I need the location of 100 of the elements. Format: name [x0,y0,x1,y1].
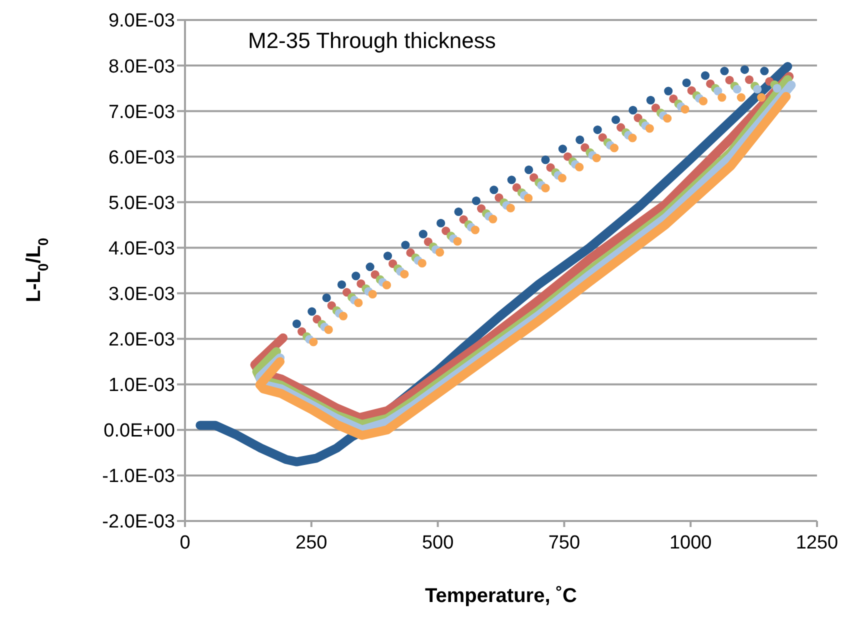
point [342,288,352,297]
point [327,301,336,310]
point [718,93,726,102]
point [382,280,392,290]
point [436,218,446,228]
point [356,279,366,288]
point [680,104,690,114]
point [388,259,398,268]
point [490,186,498,194]
y-tick-label: 3.0E-03 [108,284,175,306]
y-tick-label: 2.0E-03 [108,330,175,351]
point [337,280,346,289]
point [592,154,601,162]
point [308,307,316,316]
point [753,84,762,94]
point [454,207,463,216]
point [687,86,696,95]
point [646,96,655,104]
point [338,312,348,320]
point [524,194,533,202]
point [744,75,754,84]
point [757,93,766,102]
point [736,93,746,102]
point [664,86,673,96]
point [530,173,538,182]
point [453,237,462,246]
point [352,272,360,280]
point [418,230,428,238]
y-tick-label: -2.0E-03 [102,512,175,533]
point [725,76,734,84]
y-tick-label: 5.0E-03 [108,192,175,214]
point [645,124,654,133]
y-tick-label: 4.0E-03 [108,238,175,260]
point [424,238,432,246]
point [616,123,626,132]
point [401,240,410,250]
point [598,133,607,142]
point [580,143,590,152]
point [575,162,584,172]
point [732,84,742,94]
x-tick-label: 750 [548,532,580,554]
x-tick-label: 0 [180,532,190,554]
chart-title: M2-35 Through thickness [248,28,496,54]
point [312,314,322,324]
point [368,290,377,298]
point [366,262,374,272]
point [610,144,619,152]
point [322,294,331,302]
point [611,115,620,124]
y-tick-label: -1.0E-03 [102,466,175,488]
point [563,152,572,161]
point [628,134,637,142]
y-tick-label: 1.0E-03 [108,375,175,396]
x-tick-label: 500 [422,532,454,554]
x-tick-label: 1000 [669,532,712,554]
point [400,270,409,278]
point [476,204,486,213]
point [669,94,678,104]
point [324,325,333,334]
point [297,327,306,336]
point [558,144,567,154]
point [558,174,566,182]
point [506,204,515,212]
point [488,214,498,224]
point [512,183,521,192]
point [760,66,769,76]
y-tick-label: 7.0E-03 [108,102,175,123]
point [470,226,480,234]
y-tick-label: 9.0E-03 [108,10,175,32]
y-tick-label: 6.0E-03 [108,147,175,168]
point [442,226,450,236]
point [406,248,415,258]
point [436,248,444,257]
point [507,176,516,184]
point [370,270,380,279]
point [309,338,318,346]
point [682,78,691,88]
point [700,71,710,80]
point [524,166,534,174]
x-tick-label: 250 [296,532,328,554]
point [698,96,708,106]
point [628,106,638,114]
x-axis-title: Temperature, ˚C [425,585,577,607]
point [651,104,660,112]
point [472,196,481,206]
point [772,84,782,93]
point [383,252,392,260]
point [720,66,729,76]
point [576,135,584,144]
x-tick-label: 1250 [796,532,838,554]
point [663,114,672,123]
point [541,184,550,192]
point [541,156,550,164]
point [354,298,363,308]
point [418,258,426,268]
point [740,65,749,74]
y-tick-label: 8.0E-03 [108,56,175,78]
point [292,319,302,328]
point [593,125,602,134]
point [494,193,504,202]
